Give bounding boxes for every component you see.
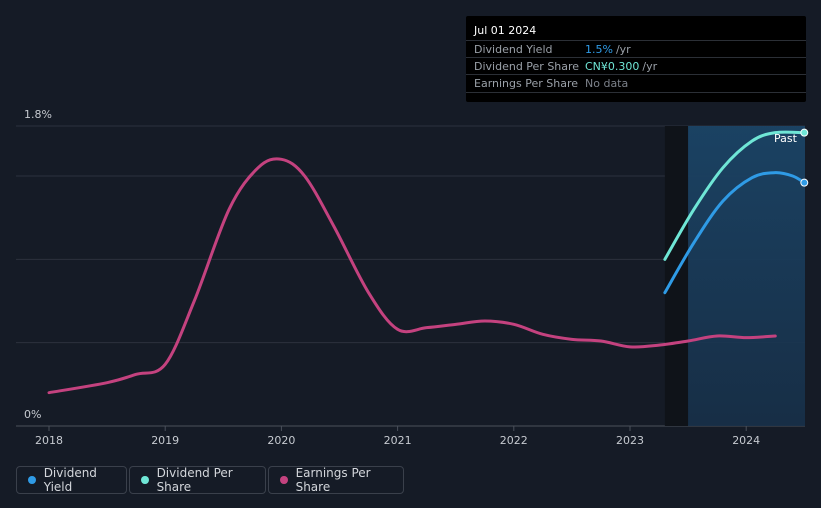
axes: 1.8% 0% Past — [24, 108, 798, 421]
legend-label: Dividend Yield — [43, 466, 97, 494]
legend-dot-icon — [141, 476, 149, 484]
x-tick-label: 2024 — [732, 434, 760, 447]
dividend-per-share-end-point — [800, 128, 809, 137]
x-tick-label: 2018 — [35, 434, 63, 447]
x-axis-ticks: 2018 2019 2020 2021 2022 2023 2024 — [35, 426, 760, 447]
legend-dot-icon — [28, 476, 36, 484]
x-tick-label: 2022 — [500, 434, 528, 447]
y-axis-max-label: 1.8% — [24, 108, 52, 121]
x-tick-label: 2020 — [267, 434, 295, 447]
past-region — [664, 126, 805, 426]
y-axis-min-label: 0% — [24, 408, 41, 421]
tooltip-date: Jul 01 2024 — [474, 24, 537, 37]
tooltip-label: Dividend Per Share — [474, 60, 580, 73]
forecast-shade — [664, 126, 689, 426]
legend-dividend-yield[interactable]: Dividend Yield — [16, 466, 127, 494]
dividend-yield-line — [663, 171, 806, 295]
dividend-yield-end-point — [800, 178, 809, 187]
x-tick-label: 2023 — [616, 434, 644, 447]
past-label: Past — [774, 132, 798, 145]
legend-label: Dividend Per Share — [156, 466, 233, 494]
x-tick-label: 2019 — [151, 434, 179, 447]
tooltip-row-dividend-yield: Dividend Yield 1.5%/yr — [466, 40, 806, 58]
past-shade — [688, 126, 805, 426]
tooltip-panel: Jul 01 2024 Dividend Yield 1.5%/yr Divid… — [466, 16, 806, 102]
tooltip-value: 1.5%/yr — [585, 43, 631, 56]
tooltip-row-earnings-per-share: Earnings Per Share No data — [466, 74, 806, 93]
series-lines — [47, 128, 809, 395]
tooltip-value: CN¥0.300/yr — [585, 60, 658, 73]
legend-earnings-per-share[interactable]: Earnings Per Share — [268, 466, 404, 494]
tooltip-value: No data — [585, 77, 629, 90]
dividend-per-share-line — [663, 130, 806, 261]
tooltip-label: Earnings Per Share — [474, 77, 579, 90]
legend-dot-icon — [280, 476, 288, 484]
tooltip-label: Dividend Yield — [474, 43, 553, 56]
x-tick-label: 2021 — [384, 434, 412, 447]
legend-dividend-per-share[interactable]: Dividend Per Share — [129, 466, 266, 494]
legend-label: Earnings Per Share — [295, 466, 371, 494]
earnings-per-share-line — [47, 157, 777, 395]
tooltip-row-dividend-per-share: Dividend Per Share CN¥0.300/yr — [466, 57, 806, 75]
